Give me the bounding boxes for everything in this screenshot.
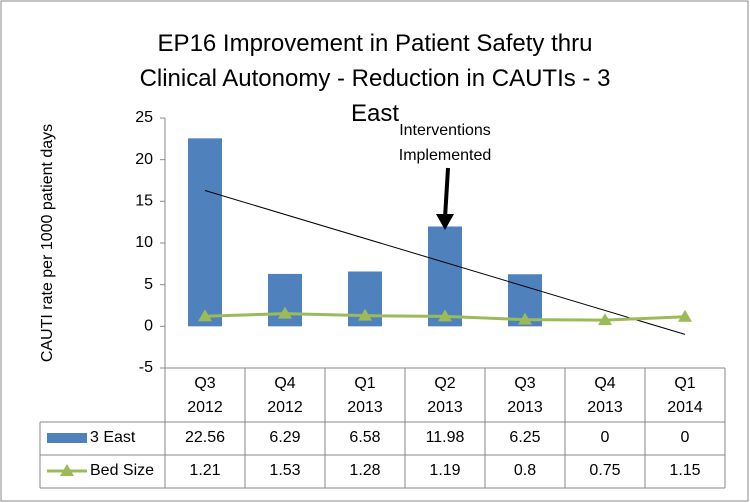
table-value: 1.21 xyxy=(189,462,220,479)
table-value: 1.19 xyxy=(429,462,460,479)
annotation: Interventions Implemented xyxy=(399,122,492,164)
table-value: 1.53 xyxy=(269,462,300,479)
legend-label: 3 East xyxy=(90,429,136,446)
trendline xyxy=(204,190,686,335)
legend-label: Bed Size xyxy=(90,462,154,479)
bar xyxy=(188,138,222,327)
x-tick-label: Q3 2013 xyxy=(507,375,543,416)
table-value: 6.25 xyxy=(509,429,540,446)
marker xyxy=(438,309,452,322)
y-tick-label: 0 xyxy=(144,318,153,335)
y-tick-label: 5 xyxy=(144,276,153,293)
y-tick-label: 20 xyxy=(135,151,153,168)
table-value: 6.29 xyxy=(269,429,300,446)
table-value: 0 xyxy=(601,429,610,446)
table-value: 0.75 xyxy=(589,462,620,479)
x-tick-label: Q3 2012 xyxy=(187,375,223,416)
x-tick-label: Q1 2013 xyxy=(347,375,383,416)
table-value: 0 xyxy=(681,429,690,446)
marker xyxy=(358,308,372,321)
table-value: 1.28 xyxy=(349,462,380,479)
y-axis-label: CAUTI rate per 1000 patient days xyxy=(39,124,56,362)
legend-key xyxy=(47,433,87,443)
x-tick-label: Q4 2013 xyxy=(587,375,623,416)
y-tick-label: 10 xyxy=(135,234,153,251)
marker xyxy=(678,309,692,322)
annotation-arrowhead xyxy=(436,214,454,230)
table-value: 22.56 xyxy=(185,429,225,446)
marker xyxy=(198,309,212,322)
legend-key xyxy=(60,464,74,476)
chart-title: EP16 Improvement in Patient Safety thru C… xyxy=(140,30,611,127)
x-tick-label: Q4 2012 xyxy=(267,375,303,416)
table-value: 6.58 xyxy=(349,429,380,446)
y-tick-label: 25 xyxy=(135,109,153,126)
y-tick-label: 15 xyxy=(135,193,153,210)
y-tick-label: -5 xyxy=(139,359,153,376)
table-value: 1.15 xyxy=(669,462,700,479)
marker xyxy=(278,306,292,319)
table-value: 11.98 xyxy=(426,429,465,446)
x-tick-label: Q2 2013 xyxy=(427,375,463,416)
marker xyxy=(598,313,612,326)
annotation-arrow xyxy=(443,167,450,219)
table-value: 0.8 xyxy=(514,462,536,479)
x-tick-label: Q1 2014 xyxy=(667,375,703,416)
marker xyxy=(518,312,532,325)
